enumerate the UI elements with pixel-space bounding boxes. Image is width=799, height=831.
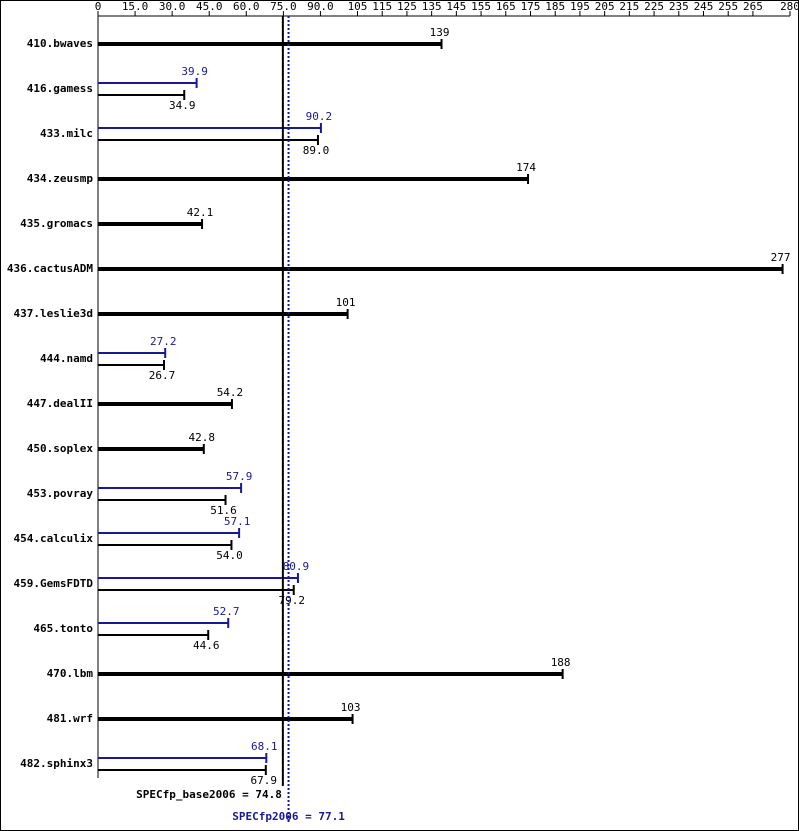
value-label: 57.9 [226, 470, 253, 483]
x-tick-label: 255 [718, 0, 738, 13]
value-label: 44.6 [193, 639, 220, 652]
x-tick-label: 165 [496, 0, 516, 13]
value-label: 174 [516, 161, 536, 174]
value-label: 52.7 [213, 605, 240, 618]
value-label: 67.9 [251, 774, 278, 787]
value-label: 34.9 [169, 99, 196, 112]
value-label: 188 [551, 656, 571, 669]
value-label: 89.0 [303, 144, 330, 157]
value-label: 277 [771, 251, 791, 264]
value-label: 54.2 [217, 386, 244, 399]
x-tick-label: 125 [397, 0, 417, 13]
x-tick-label: 215 [619, 0, 639, 13]
reference-label: SPECfp_base2006 = 74.8 [136, 788, 282, 801]
x-tick-label: 245 [694, 0, 714, 13]
x-tick-label: 0 [95, 0, 102, 13]
category-label: 436.cactusADM [7, 262, 93, 275]
category-label: 435.gromacs [20, 217, 93, 230]
x-tick-label: 135 [422, 0, 442, 13]
value-label: 103 [341, 701, 361, 714]
value-label: 139 [430, 26, 450, 39]
value-label: 80.9 [283, 560, 310, 573]
x-tick-label: 15.0 [122, 0, 149, 13]
x-tick-label: 75.0 [270, 0, 297, 13]
x-tick-label: 235 [669, 0, 689, 13]
category-label: 482.sphinx3 [20, 757, 93, 770]
x-tick-label: 45.0 [196, 0, 223, 13]
x-tick-label: 115 [372, 0, 392, 13]
category-label: 416.gamess [27, 82, 93, 95]
category-label: 454.calculix [14, 532, 94, 545]
category-label: 433.milc [40, 127, 93, 140]
value-label: 42.8 [189, 431, 216, 444]
value-label: 68.1 [251, 740, 278, 753]
x-tick-label: 265 [743, 0, 763, 13]
category-label: 434.zeusmp [27, 172, 94, 185]
x-tick-label: 205 [595, 0, 615, 13]
category-label: 444.namd [40, 352, 93, 365]
value-label: 39.9 [181, 65, 208, 78]
x-tick-label: 175 [521, 0, 541, 13]
value-label: 27.2 [150, 335, 177, 348]
x-tick-label: 145 [446, 0, 466, 13]
value-label: 54.0 [216, 549, 243, 562]
x-tick-label: 155 [471, 0, 491, 13]
category-label: 410.bwaves [27, 37, 93, 50]
value-label: 79.2 [278, 594, 305, 607]
category-label: 453.povray [27, 487, 94, 500]
category-label: 481.wrf [47, 712, 93, 725]
category-label: 447.dealII [27, 397, 93, 410]
value-label: 90.2 [306, 110, 333, 123]
value-label: 26.7 [149, 369, 176, 382]
value-label: 51.6 [210, 504, 237, 517]
category-label: 450.soplex [27, 442, 94, 455]
category-label: 459.GemsFDTD [14, 577, 94, 590]
value-label: 42.1 [187, 206, 214, 219]
x-tick-label: 105 [348, 0, 368, 13]
x-tick-label: 185 [545, 0, 565, 13]
x-tick-label: 30.0 [159, 0, 186, 13]
x-tick-label: 90.0 [307, 0, 334, 13]
value-label: 101 [336, 296, 356, 309]
category-label: 465.tonto [33, 622, 93, 635]
reference-label: SPECfp2006 = 77.1 [232, 810, 345, 823]
x-tick-label: 60.0 [233, 0, 260, 13]
category-label: 437.leslie3d [14, 307, 93, 320]
value-label: 57.1 [224, 515, 251, 528]
category-label: 470.lbm [47, 667, 94, 680]
x-tick-label: 195 [570, 0, 590, 13]
x-tick-label: 280 [780, 0, 799, 13]
x-tick-label: 225 [644, 0, 664, 13]
